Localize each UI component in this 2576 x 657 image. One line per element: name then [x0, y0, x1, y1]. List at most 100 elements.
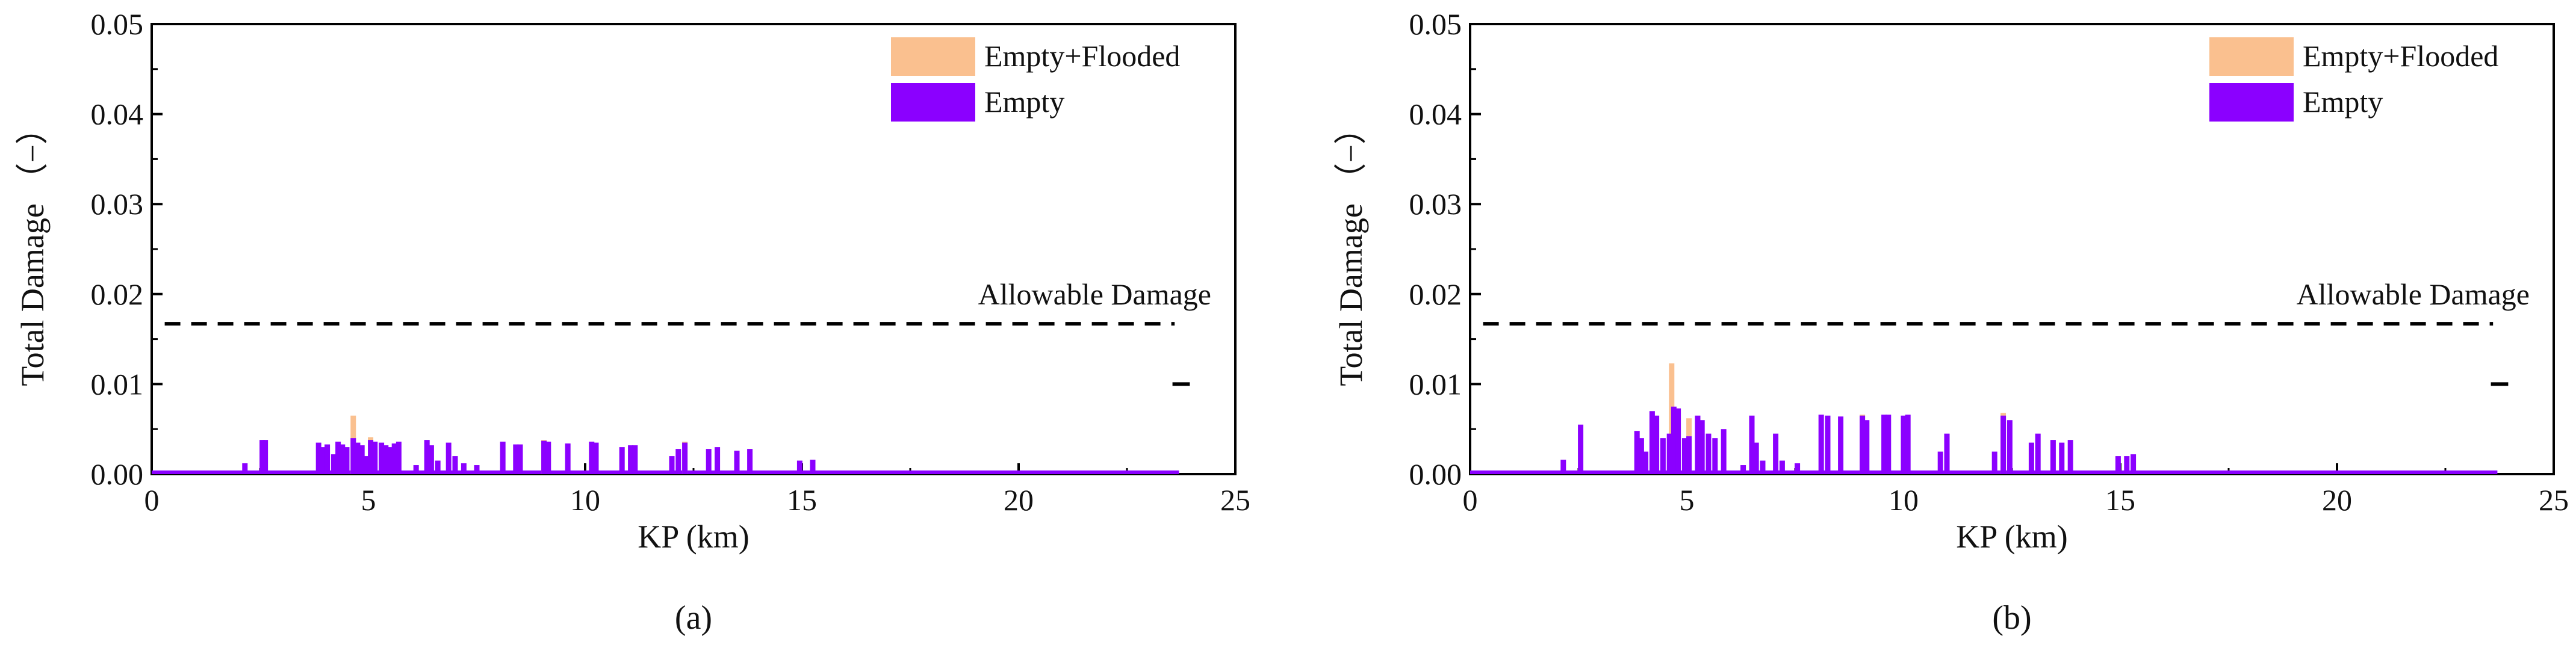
x-tick-label: 10 [1889, 483, 1919, 517]
bar-empty [1905, 415, 1911, 474]
bar-empty [500, 442, 506, 474]
bar-empty [593, 442, 599, 474]
bar-empty [1699, 420, 1705, 474]
bar-empty [424, 440, 430, 474]
bar-empty [1779, 460, 1785, 474]
y-tick-label: 0.01 [1409, 367, 1462, 401]
bar-empty [445, 442, 452, 474]
bar-empty [474, 465, 480, 474]
bar-empty [1760, 460, 1766, 474]
panel-caption: (a) [675, 599, 712, 637]
y-tick-label: 0.03 [1409, 187, 1462, 221]
bar-empty [1825, 415, 1831, 474]
bar-empty [435, 460, 441, 474]
x-tick-label: 0 [144, 483, 160, 517]
panel-caption: (b) [1992, 599, 2031, 637]
bar-empty [1681, 438, 1687, 474]
x-tick-label: 20 [2322, 483, 2352, 517]
bar-empty [565, 443, 571, 474]
bar-empty [320, 447, 326, 474]
bar-empty [1937, 451, 1943, 474]
bar-empty [1660, 438, 1666, 474]
bar-empty [1671, 406, 1677, 474]
bar-empty [2059, 442, 2065, 474]
x-tick-label: 15 [2105, 483, 2135, 517]
bar-empty [372, 442, 378, 474]
bar-empty [1740, 465, 1746, 474]
bar-empty [259, 440, 265, 474]
bar-empty [545, 442, 551, 474]
chart-panel-b: 0.00 0.01 0.02 0.03 0.04 0.05 0 5 10 15 20 25 KP (km… [1318, 0, 2576, 654]
bar-empty [1695, 415, 1701, 474]
bar-empty [1838, 416, 1844, 474]
allowable-damage-label: Allowable Damage [978, 277, 1211, 311]
bar-empty [2131, 454, 2137, 474]
y-tick-label: 0.00 [91, 457, 144, 491]
bar-empty [1901, 415, 1907, 474]
legend-swatch-empty [891, 83, 975, 122]
bar-empty [1944, 433, 1950, 474]
bar-empty [242, 463, 248, 474]
plot-frame [1469, 23, 2555, 475]
y-tick-label: 0.03 [91, 187, 144, 221]
bar-empty [391, 443, 397, 474]
bar-empty [1773, 433, 1779, 474]
bar-empty [2115, 456, 2121, 474]
bar-empty [517, 444, 523, 474]
y-tick-label: 0.04 [1409, 97, 1462, 131]
bar-empty [428, 445, 434, 474]
bar-empty [1634, 431, 1640, 474]
bar-empty [1638, 438, 1644, 474]
legend-label-empty-flooded: Empty+Flooded [2303, 39, 2498, 73]
y-tick-label: 0.05 [91, 7, 144, 41]
bar-empty [359, 445, 365, 474]
legend-swatch-empty-flooded [2209, 37, 2294, 76]
bar-empty [461, 463, 467, 474]
y-axis-label: Total Damage （−） [1333, 112, 1369, 386]
series-empty-flooded-bars [1669, 363, 2006, 474]
bar-empty [628, 445, 634, 474]
bar-empty [452, 456, 458, 474]
bar-empty [1643, 451, 1649, 474]
allowable-damage-label: Allowable Damage [2297, 277, 2530, 311]
y-tick-label: 0.02 [91, 277, 144, 311]
bar-empty [1749, 415, 1755, 474]
x-tick-label: 25 [1220, 483, 1250, 517]
chart-b-svg: 0.00 0.01 0.02 0.03 0.04 0.05 0 5 10 15 20 25 KP (km… [1333, 7, 2569, 637]
bar-empty [1881, 415, 1887, 474]
series-empty-bars [242, 438, 816, 474]
x-tick-label: 5 [1680, 483, 1695, 517]
bar-empty [2006, 420, 2013, 474]
bar-empty [324, 444, 331, 474]
bar-empty [363, 456, 369, 474]
bar-empty [1885, 415, 1892, 474]
x-tick-label: 5 [361, 483, 376, 517]
legend-swatch-empty [2209, 83, 2294, 122]
bar-empty [262, 440, 268, 474]
series-empty-bars [1560, 406, 2137, 474]
bar-empty [350, 438, 356, 474]
bar-empty [396, 442, 402, 474]
y-axis-label: Total Damage （−） [14, 112, 51, 386]
bar-empty [1721, 429, 1727, 474]
bar-empty [715, 447, 721, 474]
bar-empty [1560, 460, 1566, 474]
bar-empty [413, 465, 419, 474]
x-tick-label: 20 [1004, 483, 1034, 517]
bar-empty [513, 444, 519, 474]
x-axis-label: KP (km) [1956, 519, 2068, 555]
bar-empty [747, 449, 753, 474]
bar-empty [682, 442, 688, 474]
bar-empty [2028, 442, 2034, 474]
bar-empty [734, 451, 740, 474]
bar-empty [1686, 436, 1692, 474]
bar-empty [632, 445, 638, 474]
bar-empty [619, 447, 625, 474]
bar-empty [1753, 442, 1759, 474]
x-tick-label: 10 [570, 483, 600, 517]
bar-empty [2124, 456, 2130, 474]
y-tick-label: 0.05 [1409, 7, 1462, 41]
bar-empty [340, 444, 346, 474]
x-axis-label: KP (km) [638, 519, 750, 555]
bar-empty [1654, 415, 1660, 474]
